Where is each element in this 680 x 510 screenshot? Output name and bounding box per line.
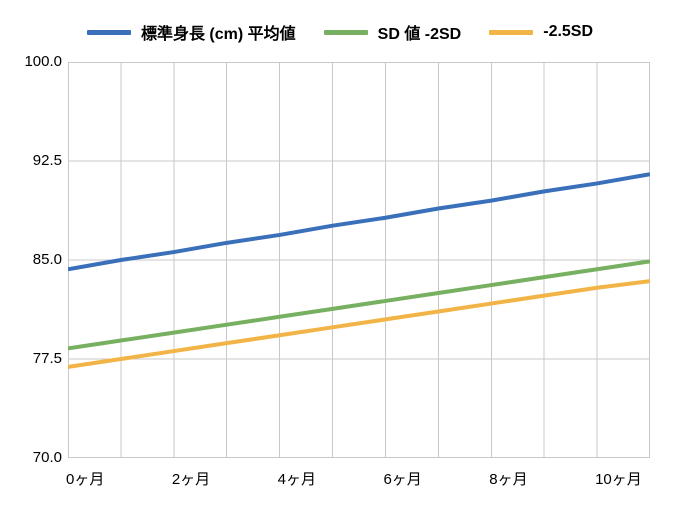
y-tick-label: 92.5 xyxy=(16,152,62,169)
growth-line-chart: 標準身長 (cm) 平均値 SD 値 -2SD -2.5SD 100.0 92.… xyxy=(0,0,680,510)
legend-item: SD 値 -2SD xyxy=(324,20,462,44)
y-tick-label: 77.5 xyxy=(16,350,62,367)
legend-item: 標準身長 (cm) 平均値 xyxy=(87,20,296,44)
legend-item: -2.5SD xyxy=(489,20,593,44)
x-tick-label: 4ヶ月 xyxy=(278,468,316,489)
x-tick-label: 8ヶ月 xyxy=(489,468,527,489)
y-tick-label: 70.0 xyxy=(16,449,62,466)
y-tick-label: 100.0 xyxy=(16,53,62,70)
gridlines xyxy=(68,62,650,458)
legend-label: -2.5SD xyxy=(543,23,593,41)
x-tick-label: 10ヶ月 xyxy=(595,468,642,489)
legend-swatch xyxy=(87,30,131,35)
legend-swatch xyxy=(324,30,368,35)
plot-area xyxy=(68,62,650,458)
legend: 標準身長 (cm) 平均値 SD 値 -2SD -2.5SD xyxy=(0,20,680,44)
x-tick-label: 2ヶ月 xyxy=(172,468,210,489)
x-tick-label: 0ヶ月 xyxy=(66,468,104,489)
legend-label: 標準身長 (cm) 平均値 xyxy=(141,20,296,44)
legend-label: SD 値 -2SD xyxy=(378,20,462,44)
data-lines xyxy=(68,174,650,367)
y-tick-label: 85.0 xyxy=(16,251,62,268)
x-tick-label: 6ヶ月 xyxy=(383,468,421,489)
legend-swatch xyxy=(489,30,533,35)
